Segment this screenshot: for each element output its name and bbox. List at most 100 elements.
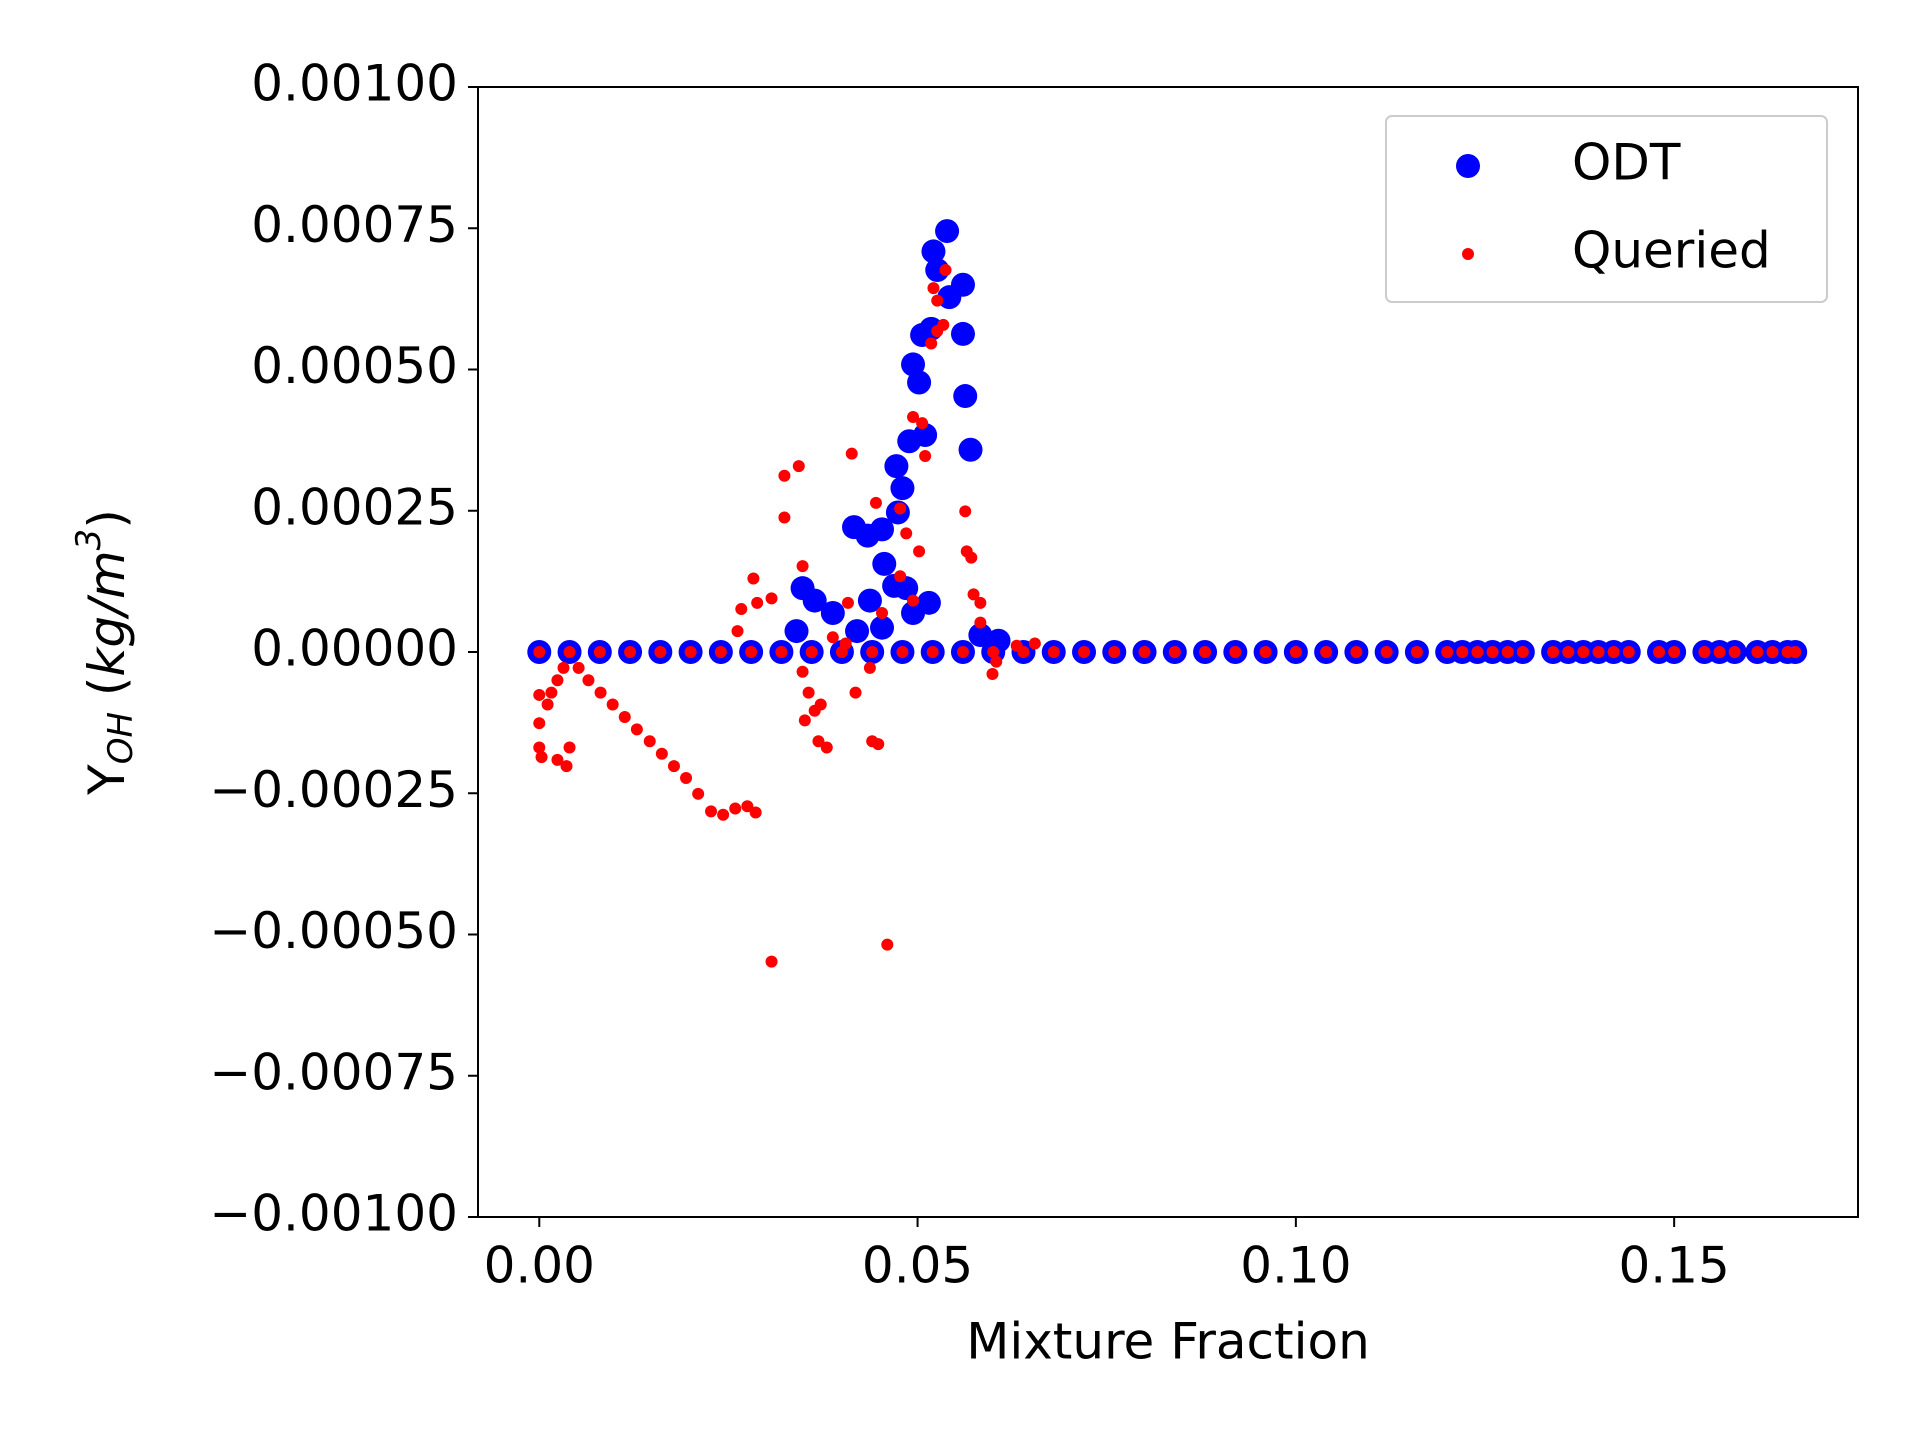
- point: [870, 615, 895, 640]
- legend-label: Queried: [1572, 222, 1771, 280]
- point: [560, 760, 573, 773]
- y-tick-label: 0.00075: [251, 196, 458, 254]
- point: [545, 686, 558, 699]
- point: [814, 698, 827, 711]
- point: [643, 735, 656, 748]
- point: [1456, 646, 1469, 658]
- point: [798, 714, 811, 727]
- point: [717, 808, 730, 821]
- x-tick-label: 0.00: [484, 1237, 595, 1295]
- y-label-part: Y: [78, 764, 136, 796]
- point: [1607, 646, 1620, 658]
- point: [751, 596, 764, 609]
- x-tick-label: 0.05: [862, 1237, 973, 1295]
- y-axis-label: YOH (kg/m3): [69, 509, 141, 796]
- y-label-part: (: [78, 677, 136, 712]
- point: [896, 646, 909, 658]
- y-tick-label: 0.00100: [251, 55, 458, 113]
- point: [729, 802, 742, 815]
- legend-marker: [1462, 248, 1474, 260]
- point: [927, 282, 940, 295]
- point: [1789, 646, 1802, 658]
- point: [907, 370, 932, 395]
- y-label-part: 3: [69, 529, 109, 551]
- point: [897, 429, 922, 454]
- point: [1229, 646, 1242, 658]
- point: [606, 698, 619, 711]
- point: [1751, 646, 1764, 658]
- point: [778, 511, 791, 524]
- point: [765, 955, 778, 968]
- point: [907, 410, 920, 423]
- point: [684, 646, 697, 658]
- point: [939, 264, 952, 277]
- point: [551, 674, 564, 687]
- point: [563, 741, 576, 754]
- point: [630, 723, 643, 736]
- point: [1547, 646, 1560, 658]
- point: [1010, 639, 1023, 652]
- point: [974, 596, 987, 609]
- point: [931, 294, 944, 307]
- y-label-part: ): [78, 509, 136, 529]
- point: [901, 352, 926, 377]
- point: [974, 616, 987, 629]
- point: [1471, 646, 1484, 658]
- point: [1410, 646, 1423, 658]
- point: [1501, 646, 1514, 658]
- y-tick-label: −0.00075: [209, 1043, 458, 1101]
- point: [857, 588, 882, 613]
- point: [841, 596, 854, 609]
- point: [655, 747, 668, 760]
- point: [870, 517, 895, 542]
- point: [1486, 646, 1499, 658]
- point: [826, 631, 839, 644]
- point: [680, 771, 693, 784]
- point: [866, 646, 879, 658]
- point: [563, 646, 576, 658]
- legend-box: [1385, 115, 1828, 303]
- point: [907, 594, 920, 607]
- point: [1728, 646, 1741, 658]
- point: [654, 646, 667, 658]
- y-label-part: OH: [101, 712, 141, 764]
- point: [968, 623, 993, 648]
- x-tick-label: 0.15: [1618, 1237, 1729, 1295]
- point: [959, 505, 972, 518]
- y-tick-label: −0.00050: [209, 902, 458, 960]
- series: [527, 219, 1808, 664]
- point: [925, 258, 950, 283]
- point: [845, 447, 858, 460]
- point: [839, 637, 852, 650]
- legend-label: ODT: [1572, 134, 1681, 192]
- point: [749, 806, 762, 819]
- point: [1562, 646, 1575, 658]
- point: [1653, 646, 1666, 658]
- y-label-part: kg/m: [78, 550, 136, 676]
- point: [1441, 646, 1454, 658]
- point: [900, 527, 913, 540]
- point: [594, 686, 607, 699]
- y-tick-label: −0.00025: [209, 761, 458, 819]
- point: [845, 619, 870, 644]
- point: [778, 469, 791, 482]
- point: [784, 619, 809, 644]
- point: [1138, 646, 1151, 658]
- point: [593, 646, 606, 658]
- point: [1516, 646, 1529, 658]
- point: [849, 686, 862, 699]
- point: [986, 668, 999, 681]
- point: [802, 686, 815, 699]
- point: [747, 572, 760, 585]
- point: [990, 655, 1003, 668]
- point: [802, 588, 827, 613]
- point: [894, 570, 907, 583]
- point: [1698, 646, 1711, 658]
- point: [533, 646, 546, 658]
- point: [1168, 646, 1181, 658]
- y-tick-label: 0.00050: [251, 337, 458, 395]
- point: [667, 760, 680, 773]
- point: [1766, 646, 1779, 658]
- legend-marker: [1456, 154, 1480, 178]
